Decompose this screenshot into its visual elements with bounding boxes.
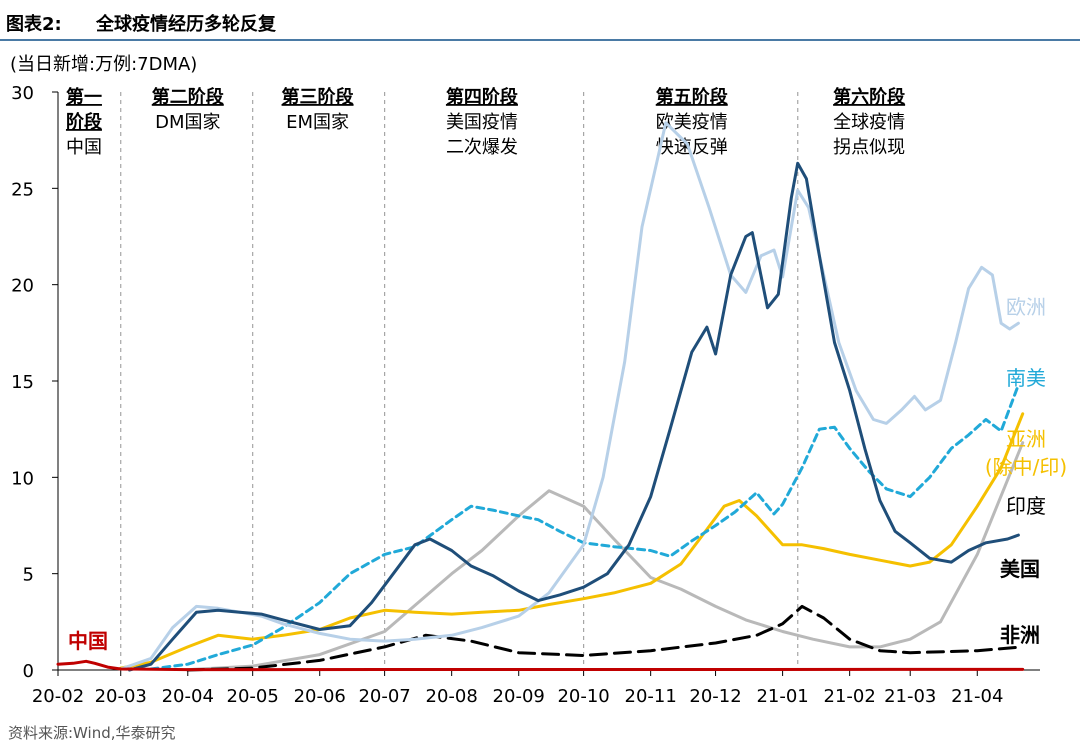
x-tick-label: 21-02 — [824, 686, 876, 707]
x-tick-label: 21-03 — [884, 686, 936, 707]
phase-subtitle: 美国疫情 — [446, 112, 518, 133]
phase-title: 第四阶段 — [446, 86, 519, 108]
phase-subtitle: 中国 — [66, 137, 102, 158]
y-tick-label: 10 — [11, 468, 34, 489]
series-line-us — [127, 161, 1020, 672]
phase-dividers — [120, 92, 799, 670]
x-tick-label: 20-11 — [625, 686, 677, 707]
y-tick-label: 25 — [11, 179, 34, 200]
x-tick-label: 21-04 — [951, 686, 1003, 707]
y-tick-label: 20 — [11, 276, 34, 297]
y-tick-label: 30 — [11, 83, 34, 104]
series-label-line: 印度 — [1006, 494, 1046, 518]
series-line-asia — [119, 412, 1025, 670]
series-lines — [56, 121, 1025, 672]
y-tick-label: 0 — [23, 661, 34, 682]
phase-annotation-3: 第三阶段 EM国家 — [282, 86, 355, 133]
series-label-line: 南美 — [1006, 366, 1046, 390]
unit-note: (当日新增:万例:7DMA) — [10, 54, 197, 75]
phase-title: 第三阶段 — [282, 86, 355, 108]
phase-subtitle: 快速反弹 — [656, 137, 728, 158]
x-tick-label: 20-02 — [32, 686, 84, 707]
series-label-line: 美国 — [1000, 557, 1040, 581]
series-label-line: 中国 — [68, 629, 108, 653]
series-line-india — [186, 441, 1025, 672]
phase-title: 第二阶段 — [152, 86, 225, 108]
phase-subtitle: DM国家 — [155, 112, 220, 133]
series-label-africa: 非洲 — [1000, 623, 1040, 647]
phase-annotation-2: 第二阶段 DM国家 — [152, 86, 225, 133]
series-label-line: 欧洲 — [1006, 295, 1046, 319]
x-tick-label: 20-06 — [294, 686, 346, 707]
x-tick-label: 20-09 — [493, 686, 545, 707]
phase-subtitle: 欧美疫情 — [656, 112, 728, 133]
figure-label: 图表2: — [6, 13, 62, 35]
series-label-line: 亚洲 — [1006, 427, 1046, 451]
phase-title: 阶段 — [66, 111, 103, 133]
x-tick-label: 20-08 — [426, 686, 478, 707]
series-label-line: (除中/印) — [985, 455, 1067, 479]
phase-title: 第五阶段 — [656, 86, 729, 108]
x-tick-label: 20-05 — [227, 686, 279, 707]
x-tick-label: 20-04 — [162, 686, 214, 707]
phase-subtitle: 二次爆发 — [446, 137, 518, 158]
x-tick-label: 20-03 — [95, 686, 147, 707]
phase-title: 第六阶段 — [833, 86, 906, 108]
y-tick-label: 5 — [23, 565, 34, 586]
phase-subtitle: 拐点似现 — [833, 137, 905, 158]
phase-title: 第一 — [66, 86, 102, 108]
series-label-us: 美国 — [1000, 557, 1040, 581]
phase-subtitle: EM国家 — [286, 112, 349, 133]
series-label-china: 中国 — [68, 629, 108, 653]
source-note: 资料来源:Wind,华泰研究 — [8, 724, 176, 742]
x-tick-label: 21-01 — [756, 686, 808, 707]
x-tick-label: 20-10 — [557, 686, 609, 707]
axes: 0 5 10 15 20 25 30 20-02 20-03 20-04 20-05 20-06 20-… — [11, 83, 1040, 707]
series-line-china — [56, 659, 1025, 672]
y-tick-label: 15 — [11, 372, 34, 393]
series-label-europe: 欧洲 — [1006, 295, 1046, 319]
figure-title: 全球疫情经历多轮反复 — [95, 13, 277, 35]
series-label-line: 非洲 — [1000, 623, 1040, 647]
x-tick-label: 20-12 — [689, 686, 741, 707]
x-tick-label: 20-07 — [358, 686, 410, 707]
series-label-asia: 亚洲 (除中/印) — [985, 427, 1067, 479]
series-line-europe — [119, 121, 1020, 671]
series-label-south-america: 南美 — [1006, 366, 1046, 390]
series-label-india: 印度 — [1006, 494, 1046, 518]
series-line-south-america — [149, 383, 1020, 671]
phase-subtitle: 全球疫情 — [833, 112, 905, 133]
series-line-africa — [186, 604, 1025, 672]
